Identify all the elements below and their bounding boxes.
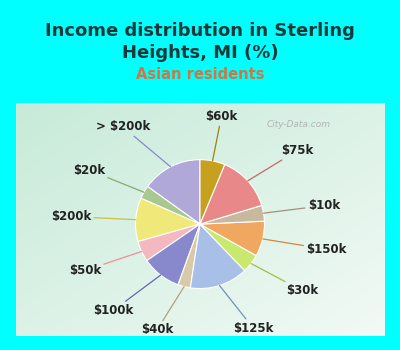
Text: City-Data.com: City-Data.com [266, 120, 330, 128]
Text: $60k: $60k [205, 111, 238, 161]
Text: $20k: $20k [73, 163, 144, 192]
Text: $75k: $75k [248, 144, 313, 181]
Wedge shape [138, 224, 200, 261]
Text: $150k: $150k [263, 239, 347, 256]
Wedge shape [148, 160, 200, 224]
Wedge shape [200, 205, 264, 224]
Text: $40k: $40k [141, 287, 184, 336]
Text: $125k: $125k [220, 286, 274, 335]
Wedge shape [200, 221, 264, 255]
Text: $50k: $50k [69, 251, 142, 277]
Wedge shape [200, 164, 262, 224]
Wedge shape [141, 187, 200, 224]
Text: $200k: $200k [51, 210, 136, 223]
Wedge shape [190, 224, 245, 288]
Wedge shape [178, 224, 200, 288]
Text: > $200k: > $200k [96, 120, 170, 167]
Wedge shape [136, 198, 200, 242]
Text: $10k: $10k [264, 199, 340, 213]
Text: $100k: $100k [93, 275, 160, 317]
Wedge shape [200, 224, 256, 271]
Wedge shape [147, 224, 200, 285]
Text: $30k: $30k [251, 264, 318, 298]
Wedge shape [200, 160, 225, 224]
Text: Income distribution in Sterling
Heights, MI (%): Income distribution in Sterling Heights,… [45, 22, 355, 62]
Text: Asian residents: Asian residents [136, 67, 264, 82]
